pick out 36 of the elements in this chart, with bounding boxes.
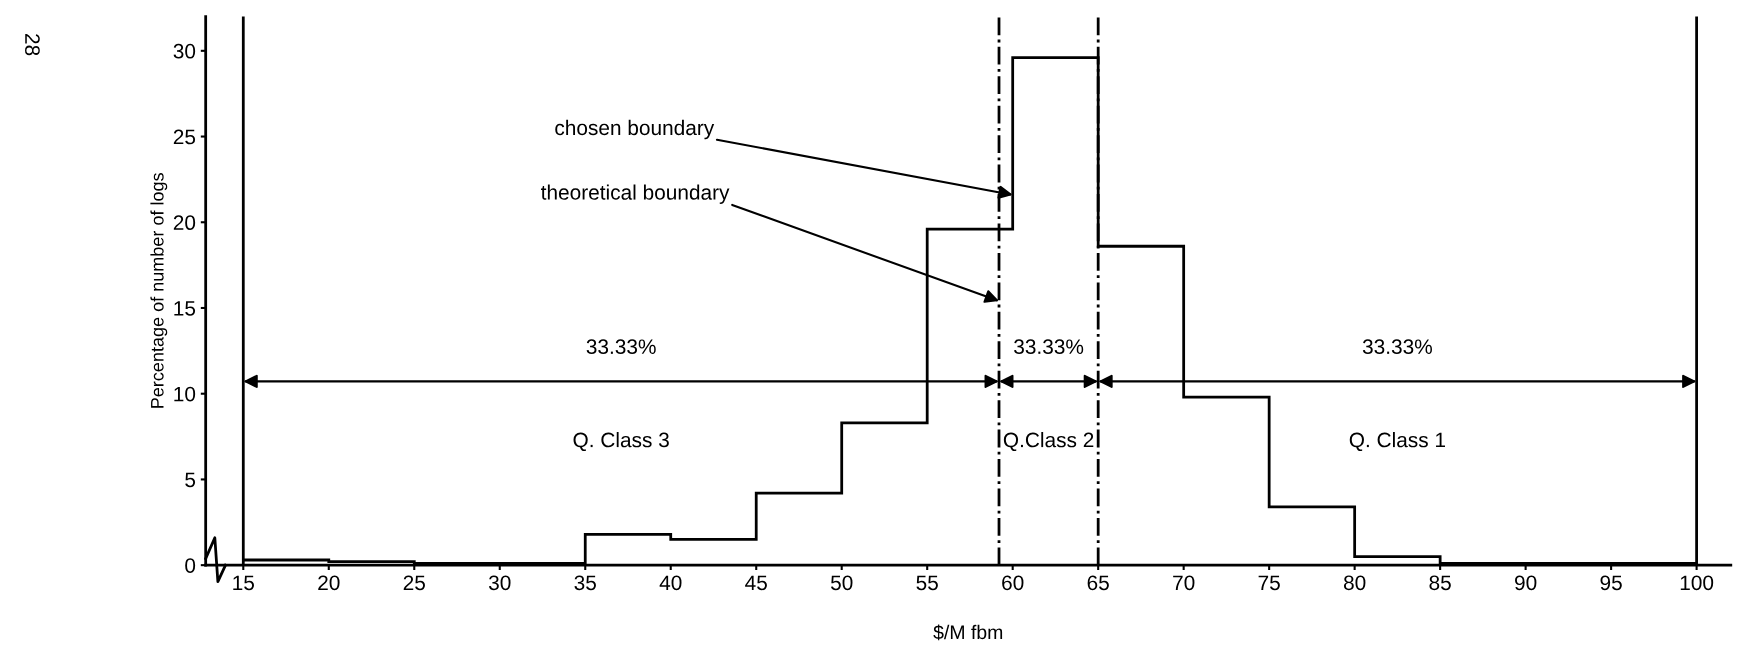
annotation: 33.33% bbox=[1014, 339, 1084, 355]
x-tick-label: 85 bbox=[1429, 575, 1451, 591]
x-tick-label: 25 bbox=[403, 575, 425, 591]
x-tick-label: 50 bbox=[830, 575, 853, 591]
x-tick-label: 70 bbox=[1173, 575, 1195, 591]
x-tick-label: 95 bbox=[1600, 575, 1622, 591]
x-tick-label: 55 bbox=[916, 575, 938, 591]
x-tick-label: 40 bbox=[659, 575, 682, 591]
x-tick-label: 65 bbox=[1087, 575, 1109, 591]
y-tick-label: 20 bbox=[173, 215, 196, 231]
x-tick-label: 75 bbox=[1258, 575, 1280, 591]
x-tick-label: 20 bbox=[318, 575, 340, 591]
y-tick-label: 0 bbox=[185, 558, 196, 573]
x-tick-label: 60 bbox=[1002, 575, 1024, 591]
annotation: chosen boundary bbox=[555, 119, 715, 140]
x-tick-label: 80 bbox=[1343, 575, 1366, 591]
x-tick-label: 45 bbox=[745, 575, 767, 591]
annotation: theoretical boundary bbox=[540, 184, 730, 204]
x-tick-label: 100 bbox=[1680, 575, 1714, 591]
annotation: Q.Class 2 bbox=[1003, 432, 1094, 452]
y-axis-title: Percentage of number of logs bbox=[150, 173, 168, 408]
x-tick-label: 90 bbox=[1515, 575, 1537, 591]
annotation: Q. Class 1 bbox=[1349, 432, 1445, 452]
y-tick-label: 25 bbox=[173, 129, 196, 145]
annotation: 33.33% bbox=[1362, 339, 1432, 355]
text: 28 bbox=[25, 34, 40, 56]
annotation: Q. Class 3 bbox=[573, 432, 669, 452]
y-tick-label: 5 bbox=[185, 472, 196, 488]
annotation: 33.33% bbox=[586, 339, 656, 355]
x-tick-label: 15 bbox=[233, 575, 254, 591]
x-tick-label: 30 bbox=[488, 575, 511, 591]
x-axis-title: $/M fbm bbox=[933, 624, 1003, 641]
y-tick-label: 15 bbox=[174, 301, 196, 316]
y-tick-label: 10 bbox=[174, 386, 196, 402]
y-tick-label: 30 bbox=[173, 43, 196, 59]
x-tick-label: 35 bbox=[574, 575, 596, 591]
